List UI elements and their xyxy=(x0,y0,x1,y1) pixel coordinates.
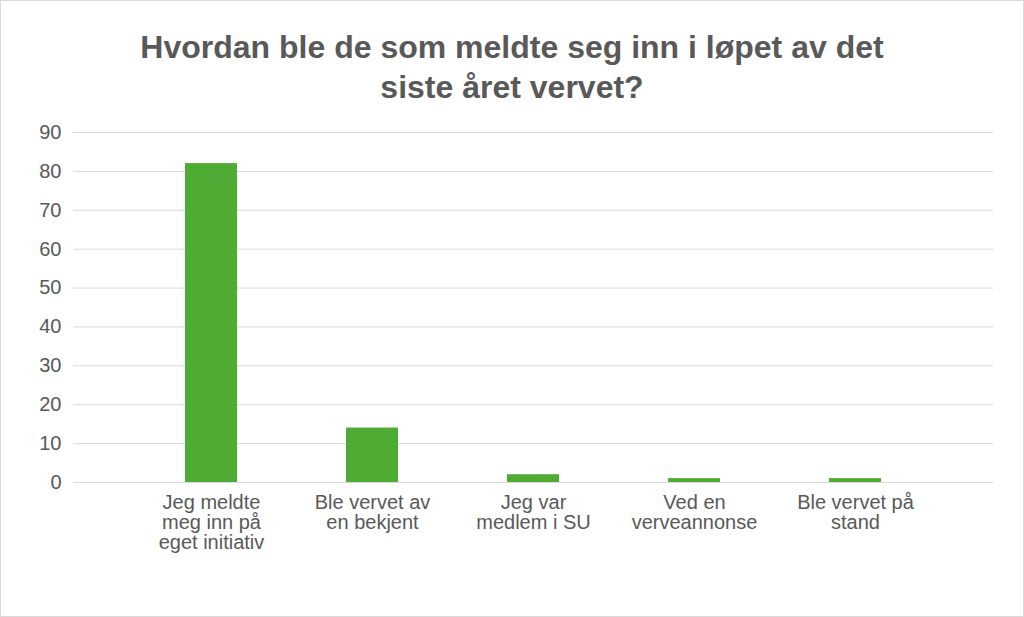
svg-text:Jeg meldtemeg inn påeget initi: Jeg meldtemeg inn påeget initiativ xyxy=(159,491,265,553)
svg-text:Ble vervet aven bekjent: Ble vervet aven bekjent xyxy=(315,491,431,533)
svg-text:Ved enverveannonse: Ved enverveannonse xyxy=(632,491,758,533)
svg-text:Ble vervet påstand: Ble vervet påstand xyxy=(797,491,915,533)
svg-text:70: 70 xyxy=(39,199,61,221)
svg-text:20: 20 xyxy=(39,393,61,415)
svg-text:60: 60 xyxy=(39,238,61,260)
svg-text:0: 0 xyxy=(50,471,61,493)
svg-text:50: 50 xyxy=(39,276,61,298)
svg-text:10: 10 xyxy=(39,432,61,454)
svg-text:90: 90 xyxy=(39,121,61,143)
svg-text:80: 80 xyxy=(39,160,61,182)
svg-text:Jeg varmedlem i SU: Jeg varmedlem i SU xyxy=(476,491,590,533)
svg-text:40: 40 xyxy=(39,315,61,337)
svg-text:30: 30 xyxy=(39,354,61,376)
html-text:Hvordan ble de som meldte seg: Hvordan ble de som meldte seg inn i løpe… xyxy=(140,29,884,105)
